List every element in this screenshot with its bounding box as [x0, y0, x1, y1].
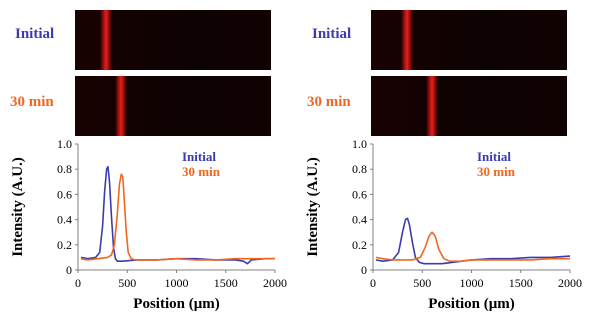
- y-axis-title: Intensity (A.U.): [10, 157, 26, 257]
- y-tick-label: 0: [361, 263, 367, 277]
- right-panel: Initial 30 min 0 0.2 0.4 0.6 0.8 1.0 0 500 1000 1…: [295, 0, 589, 320]
- left-panel: Initial 30 min 0 0.2 0.4 0.6 0.8 1.0 0 500 1000 1…: [0, 0, 294, 320]
- y-tick-label: 0.8: [57, 162, 72, 176]
- legend-entry: 30 min: [477, 164, 516, 179]
- fluorescence-image-initial: [371, 10, 567, 70]
- fluorescence-band: [100, 10, 113, 70]
- x-tick-label: 2000: [558, 276, 582, 290]
- y-tick-label: 1.0: [352, 137, 367, 151]
- legend-entry: Initial: [477, 149, 511, 164]
- x-tick-label: 500: [118, 276, 136, 290]
- x-tick-label: 1000: [165, 276, 189, 290]
- strip-label-30min: 30 min: [307, 94, 351, 110]
- series-line: [80, 173, 275, 261]
- x-axis-title: Position (μm): [133, 296, 219, 312]
- intensity-chart: 0 0.2 0.4 0.6 0.8 1.0 0 500 1000 1500 2000 Position…: [305, 137, 582, 312]
- y-tick-label: 0.6: [352, 187, 367, 201]
- y-tick-label: 0: [66, 263, 72, 277]
- x-axis-title: Position (μm): [428, 296, 514, 312]
- y-tick-label: 0.2: [352, 238, 367, 252]
- fluorescence-image-initial: [75, 10, 271, 70]
- legend-entry: 30 min: [182, 164, 221, 179]
- strip-label-initial: Initial: [312, 26, 352, 42]
- x-tick-label: 2000: [263, 276, 287, 290]
- strip-label-30min: 30 min: [10, 94, 54, 110]
- strip-label-initial: Initial: [15, 26, 55, 42]
- x-tick-label: 500: [413, 276, 431, 290]
- x-tick-label: 0: [370, 276, 376, 290]
- y-tick-label: 0.2: [57, 238, 72, 252]
- legend-entry: Initial: [182, 149, 216, 164]
- x-tick-label: 0: [75, 276, 81, 290]
- intensity-chart: 0 0.2 0.4 0.6 0.8 1.0 0 500 1000 1500 2000 Position…: [10, 137, 287, 312]
- y-tick-label: 0.4: [57, 213, 72, 227]
- fluorescence-band: [115, 76, 128, 136]
- series-line: [375, 217, 571, 265]
- fluorescence-band: [401, 10, 414, 70]
- y-tick-label: 0.8: [352, 162, 367, 176]
- fluorescence-image-30min: [75, 76, 271, 136]
- series-line: [375, 231, 570, 262]
- fluorescence-band: [425, 76, 438, 136]
- y-axis-title: Intensity (A.U.): [305, 157, 321, 257]
- y-tick-label: 0.6: [57, 187, 72, 201]
- fluorescence-image-30min: [371, 76, 567, 136]
- y-tick-label: 0.4: [352, 213, 367, 227]
- x-tick-label: 1500: [509, 276, 533, 290]
- x-tick-label: 1000: [460, 276, 484, 290]
- series-line: [80, 165, 275, 265]
- y-tick-label: 1.0: [57, 137, 72, 151]
- x-tick-label: 1500: [214, 276, 238, 290]
